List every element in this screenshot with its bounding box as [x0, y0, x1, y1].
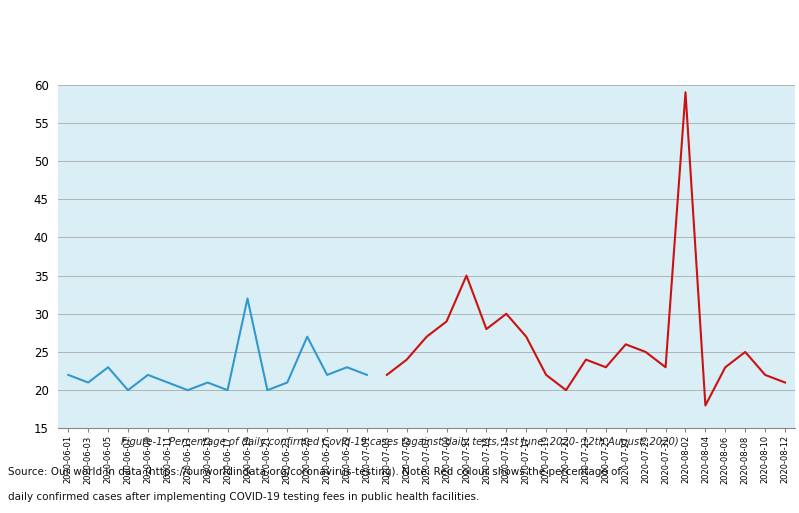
Text: PERCENTAGE OF DAILY INFECTED CASES: PERCENTAGE OF DAILY INFECTED CASES	[141, 17, 658, 41]
Text: Source: Our world in data (https://ourworldindata.org/coronavirus-testing). Note: Source: Our world in data (https://ourwo…	[8, 467, 621, 478]
Text: Figure-1: Percentage of daily confirmed Covid-19 cases (against daily tests, 1st: Figure-1: Percentage of daily confirmed …	[121, 438, 678, 447]
Text: daily confirmed cases after implementing COVID-19 testing fees in public health : daily confirmed cases after implementing…	[8, 492, 479, 502]
Text: (01 JUNE 2020 - 12 AUGUST 2020): (01 JUNE 2020 - 12 AUGUST 2020)	[268, 57, 531, 72]
